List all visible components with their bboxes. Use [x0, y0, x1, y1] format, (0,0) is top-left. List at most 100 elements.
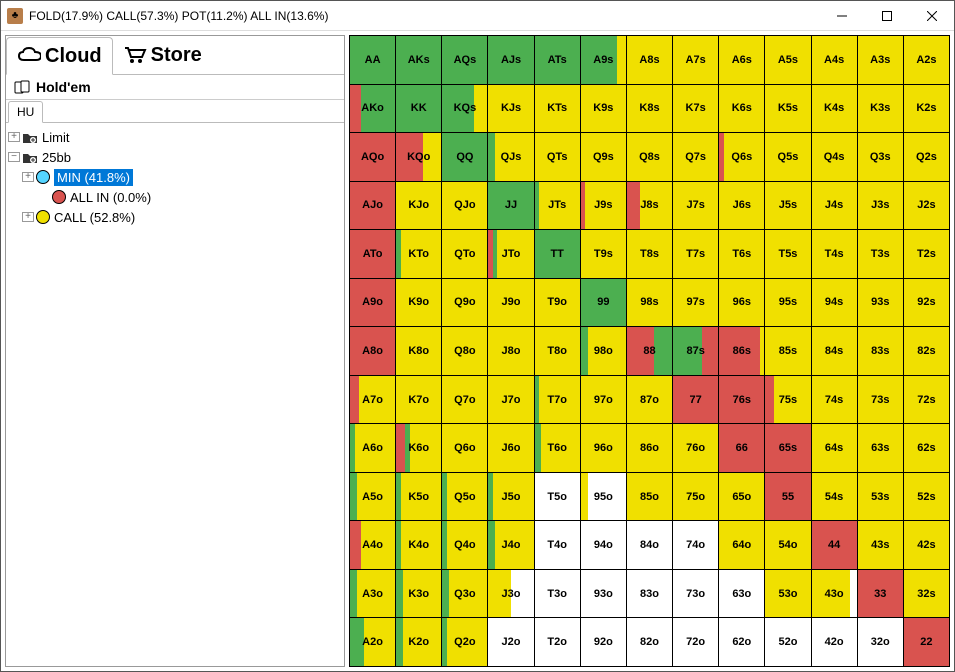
hand-cell[interactable]: 77 [673, 376, 718, 424]
hand-cell[interactable]: K9o [396, 279, 441, 327]
hand-cell[interactable]: 42o [812, 618, 857, 666]
hand-cell[interactable]: K2s [904, 85, 949, 133]
hand-cell[interactable]: KTs [535, 85, 580, 133]
hand-cell[interactable]: 83s [858, 327, 903, 375]
hand-cell[interactable]: Q2s [904, 133, 949, 181]
hand-cell[interactable]: 63o [719, 570, 764, 618]
hand-cell[interactable]: J2o [488, 618, 533, 666]
hand-cell[interactable]: 96s [719, 279, 764, 327]
hand-cell[interactable]: 64o [719, 521, 764, 569]
hand-cell[interactable]: ATo [350, 230, 395, 278]
hand-cell[interactable]: J4s [812, 182, 857, 230]
hand-cell[interactable]: J6s [719, 182, 764, 230]
hand-cell[interactable]: KJo [396, 182, 441, 230]
hand-cell[interactable]: Q7o [442, 376, 487, 424]
hand-cell[interactable]: K4o [396, 521, 441, 569]
hand-cell[interactable]: 93o [581, 570, 626, 618]
collapse-icon[interactable]: − [8, 152, 20, 162]
hand-cell[interactable]: A6o [350, 424, 395, 472]
hand-cell[interactable]: 44 [812, 521, 857, 569]
hand-cell[interactable]: JJ [488, 182, 533, 230]
hand-cell[interactable]: T4s [812, 230, 857, 278]
hand-cell[interactable]: 74o [673, 521, 718, 569]
hand-cell[interactable]: J7o [488, 376, 533, 424]
hand-cell[interactable]: 95s [765, 279, 810, 327]
hand-cell[interactable]: A3o [350, 570, 395, 618]
hand-cell[interactable]: A3s [858, 36, 903, 84]
hand-cell[interactable]: A8s [627, 36, 672, 84]
hand-cell[interactable]: 54o [765, 521, 810, 569]
hand-cell[interactable]: 96o [581, 424, 626, 472]
hand-cell[interactable]: 97o [581, 376, 626, 424]
maximize-button[interactable] [864, 1, 909, 31]
hand-cell[interactable]: A4s [812, 36, 857, 84]
tab-store[interactable]: Store [113, 37, 212, 73]
hand-cell[interactable]: 75o [673, 473, 718, 521]
hand-cell[interactable]: T6o [535, 424, 580, 472]
hand-cell[interactable]: J9s [581, 182, 626, 230]
expand-icon[interactable]: + [22, 212, 34, 222]
hand-cell[interactable]: 32s [904, 570, 949, 618]
hand-cell[interactable]: T8s [627, 230, 672, 278]
hand-cell[interactable]: 82o [627, 618, 672, 666]
hand-cell[interactable]: 32o [858, 618, 903, 666]
hand-cell[interactable]: J9o [488, 279, 533, 327]
hand-cell[interactable]: 95o [581, 473, 626, 521]
hand-cell[interactable]: A5o [350, 473, 395, 521]
hand-cell[interactable]: J5s [765, 182, 810, 230]
hand-cell[interactable]: Q3s [858, 133, 903, 181]
hand-cell[interactable]: 66 [719, 424, 764, 472]
hand-cell[interactable]: 76o [673, 424, 718, 472]
hand-cell[interactable]: 86o [627, 424, 672, 472]
tree-item-min[interactable]: + MIN (41.8%) [8, 167, 342, 187]
hand-cell[interactable]: 92o [581, 618, 626, 666]
hand-cell[interactable]: 73o [673, 570, 718, 618]
hand-cell[interactable]: T5o [535, 473, 580, 521]
hand-cell[interactable]: 85o [627, 473, 672, 521]
hand-cell[interactable]: Q7s [673, 133, 718, 181]
hand-cell[interactable]: 93s [858, 279, 903, 327]
hand-cell[interactable]: 72o [673, 618, 718, 666]
hand-cell[interactable]: K6o [396, 424, 441, 472]
hand-cell[interactable]: K5s [765, 85, 810, 133]
hand-cell[interactable]: 86s [719, 327, 764, 375]
hand-cell[interactable]: AKo [350, 85, 395, 133]
hand-cell[interactable]: 74s [812, 376, 857, 424]
hand-cell[interactable]: A4o [350, 521, 395, 569]
hand-cell[interactable]: A9s [581, 36, 626, 84]
hand-cell[interactable]: KQs [442, 85, 487, 133]
hand-cell[interactable]: 54s [812, 473, 857, 521]
hand-cell[interactable]: AJs [488, 36, 533, 84]
hand-cell[interactable]: 92s [904, 279, 949, 327]
hand-cell[interactable]: 87s [673, 327, 718, 375]
expand-icon[interactable]: + [8, 132, 20, 142]
hand-cell[interactable]: Q6o [442, 424, 487, 472]
hand-cell[interactable]: 55 [765, 473, 810, 521]
hand-cell[interactable]: AKs [396, 36, 441, 84]
tree-item-limit[interactable]: + Limit [8, 127, 342, 147]
hand-cell[interactable]: 53s [858, 473, 903, 521]
hand-cell[interactable]: T2o [535, 618, 580, 666]
tab-cloud[interactable]: Cloud [6, 37, 113, 75]
hand-cell[interactable]: 63s [858, 424, 903, 472]
hand-cell[interactable]: Q5s [765, 133, 810, 181]
hand-cell[interactable]: 43o [812, 570, 857, 618]
hand-cell[interactable]: J3s [858, 182, 903, 230]
tree-item-25bb[interactable]: − 25bb [8, 147, 342, 167]
hand-cell[interactable]: Q5o [442, 473, 487, 521]
hand-cell[interactable]: J8o [488, 327, 533, 375]
hand-cell[interactable]: 62s [904, 424, 949, 472]
hand-cell[interactable]: 65o [719, 473, 764, 521]
hand-cell[interactable]: ATs [535, 36, 580, 84]
tree-item-call[interactable]: + CALL (52.8%) [8, 207, 342, 227]
hand-cell[interactable]: Q8s [627, 133, 672, 181]
hand-cell[interactable]: A2s [904, 36, 949, 84]
tree-item-allin[interactable]: ALL IN (0.0%) [8, 187, 342, 207]
hand-cell[interactable]: T3s [858, 230, 903, 278]
hand-cell[interactable]: QJo [442, 182, 487, 230]
hand-cell[interactable]: 53o [765, 570, 810, 618]
hand-cell[interactable]: T9s [581, 230, 626, 278]
hand-cell[interactable]: T5s [765, 230, 810, 278]
hand-cell[interactable]: T4o [535, 521, 580, 569]
minimize-button[interactable] [819, 1, 864, 31]
